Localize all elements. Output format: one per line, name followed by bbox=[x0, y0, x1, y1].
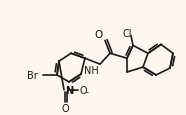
Text: Br: Br bbox=[27, 70, 38, 80]
Text: -: - bbox=[86, 87, 89, 96]
Text: Cl: Cl bbox=[122, 28, 132, 38]
Text: O: O bbox=[95, 30, 103, 40]
Text: NH: NH bbox=[84, 66, 99, 75]
Text: N: N bbox=[65, 85, 73, 95]
Text: O: O bbox=[80, 85, 88, 95]
Text: +: + bbox=[69, 87, 75, 93]
Text: O: O bbox=[61, 103, 69, 113]
